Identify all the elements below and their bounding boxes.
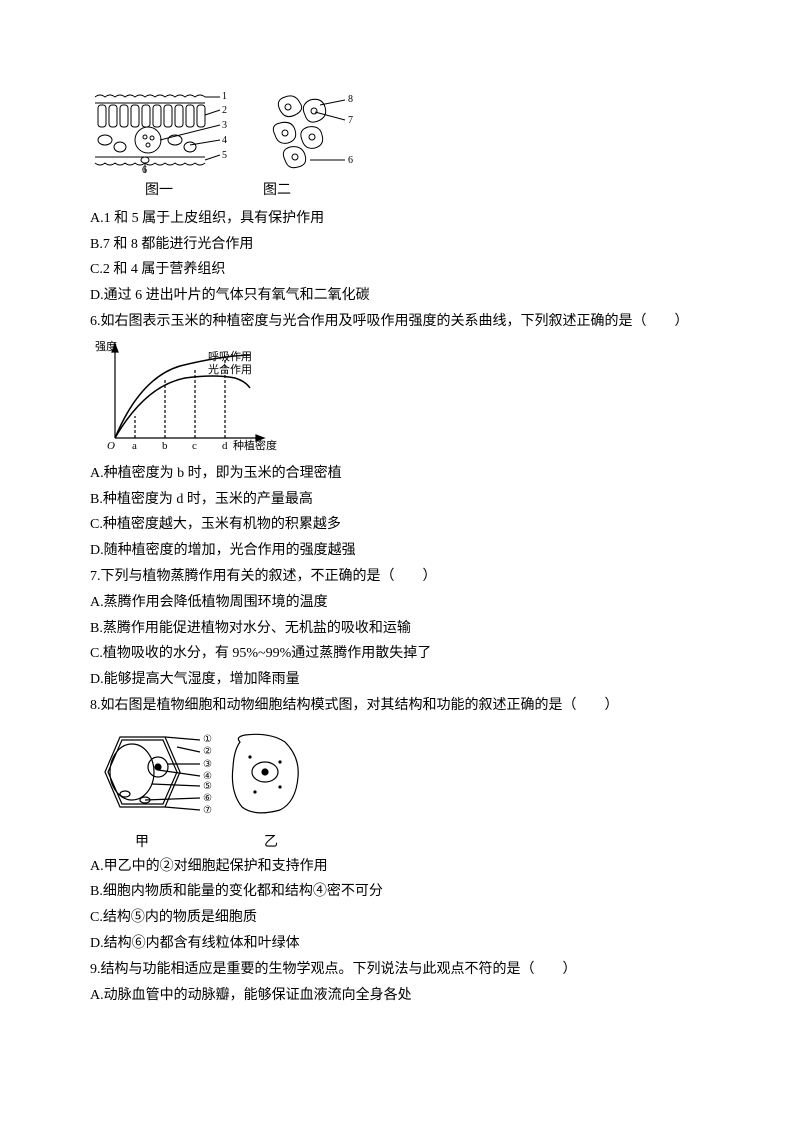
- svg-text:8: 8: [348, 94, 353, 105]
- cells-diagram-box: 8 7 6: [260, 85, 370, 175]
- q5-option-b: B.7 和 8 都能进行光合作用: [90, 233, 704, 257]
- cell-structure-diagram: ① ② ③ ④ ⑤ ⑥ ⑦: [90, 722, 310, 827]
- q7-option-d: D.能够提高大气湿度，增加降雨量: [90, 668, 704, 692]
- q8-option-b: B.细胞内物质和能量的变化都和结构④密不可分: [90, 880, 704, 904]
- q5-option-d: D.通过 6 进出叶片的气体只有氧气和二氧化碳: [90, 284, 704, 308]
- svg-text:⑦: ⑦: [203, 805, 212, 816]
- q8-option-a: A.甲乙中的②对细胞起保护和支持作用: [90, 855, 704, 879]
- q7-option-c: C.植物吸收的水分，有 95%~99%通过蒸腾作用散失掉了: [90, 642, 704, 666]
- q9-option-a: A.动脉血管中的动脉瓣，能够保证血液流向全身各处: [90, 984, 704, 1008]
- loose-cells-diagram: 8 7 6: [260, 85, 370, 175]
- curve-label-photo: 光合作用: [208, 362, 252, 376]
- svg-text:5: 5: [222, 150, 227, 161]
- svg-text:6: 6: [142, 165, 147, 175]
- caption-fig2: 图二: [263, 179, 291, 203]
- svg-text:⑤: ⑤: [203, 781, 212, 792]
- density-graph: 强度 呼吸作用 光合作用 O a b c d 种植密度: [90, 338, 290, 458]
- figure-one-row: 1 2 3 4 5 6: [90, 85, 704, 175]
- q6-option-a: A.种植密度为 b 时，即为玉米的合理密植: [90, 462, 704, 486]
- q5-option-c: C.2 和 4 属于营养组织: [90, 258, 704, 282]
- q7-stem: 7.下列与植物蒸腾作用有关的叙述，不正确的是（ ）: [90, 565, 704, 589]
- svg-text:⑥: ⑥: [203, 793, 212, 804]
- q8-option-c: C.结构⑤内的物质是细胞质: [90, 906, 704, 930]
- q8-option-d: D.结构⑥内都含有线粒体和叶绿体: [90, 932, 704, 956]
- svg-text:②: ②: [203, 746, 212, 757]
- svg-text:c: c: [192, 440, 197, 452]
- x-axis-label: 种植密度: [233, 438, 277, 452]
- caption-cell-left: 甲: [135, 831, 149, 855]
- y-axis-label: 强度: [95, 339, 117, 353]
- svg-text:2: 2: [222, 105, 227, 116]
- q5-option-a: A.1 和 5 属于上皮组织，具有保护作用: [90, 207, 704, 231]
- svg-text:a: a: [132, 440, 137, 452]
- svg-text:①: ①: [203, 734, 212, 745]
- svg-text:6: 6: [348, 155, 353, 166]
- svg-text:4: 4: [222, 135, 227, 146]
- q8-stem: 8.如右图是植物细胞和动物细胞结构模式图，对其结构和功能的叙述正确的是（ ）: [90, 694, 704, 718]
- q6-option-d: D.随种植密度的增加，光合作用的强度越强: [90, 539, 704, 563]
- q6-option-c: C.种植密度越大，玉米有机物的积累越多: [90, 513, 704, 537]
- svg-text:3: 3: [222, 120, 227, 131]
- svg-text:d: d: [222, 440, 228, 452]
- svg-text:O: O: [107, 440, 115, 452]
- q7-option-a: A.蒸腾作用会降低植物周围环境的温度: [90, 591, 704, 615]
- q9-stem: 9.结构与功能相适应是重要的生物学观点。下列说法与此观点不符的是（ ）: [90, 958, 704, 982]
- curve-label-resp: 呼吸作用: [208, 350, 252, 363]
- q6-option-b: B.种植密度为 d 时，玉米的产量最高: [90, 488, 704, 512]
- caption-fig1: 图一: [145, 179, 173, 203]
- caption-cell-right: 乙: [264, 831, 278, 855]
- leaf-cross-section-diagram: 1 2 3 4 5 6: [90, 85, 240, 175]
- svg-text:1: 1: [222, 91, 227, 102]
- svg-text:③: ③: [203, 759, 212, 770]
- svg-text:7: 7: [348, 115, 353, 126]
- figure-one-captions: 图一 图二: [90, 179, 704, 203]
- leaf-diagram-box: 1 2 3 4 5 6: [90, 85, 240, 175]
- q7-option-b: B.蒸腾作用能促进植物对水分、无机盐的吸收和运输: [90, 617, 704, 641]
- q6-stem: 6.如右图表示玉米的种植密度与光合作用及呼吸作用强度的关系曲线，下列叙述正确的是…: [90, 310, 704, 334]
- svg-text:b: b: [162, 440, 168, 452]
- cell-diagram-captions: 甲 乙: [90, 831, 704, 855]
